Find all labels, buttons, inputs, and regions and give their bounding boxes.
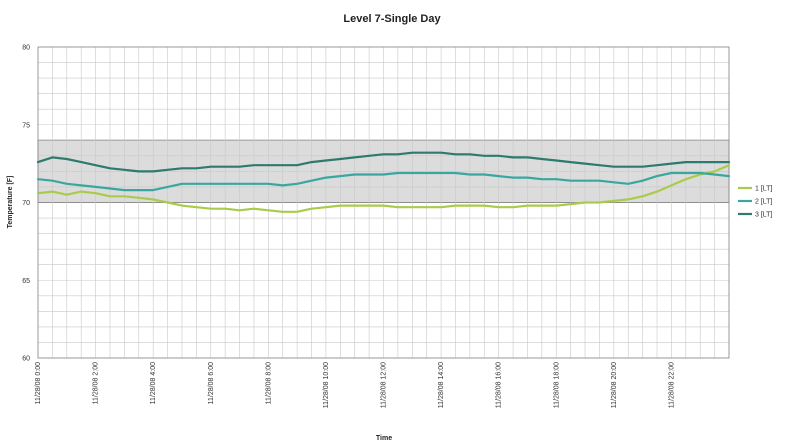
x-tick-labels: 11/28/08 0:00 11/28/08 2:00 11/28/08 4:00 1… <box>35 362 675 408</box>
y-axis-label: Temperature [F] <box>7 176 14 229</box>
x-tick-label: 11/28/08 18:00 <box>553 362 560 408</box>
legend: 1 [LT] 2 [LT] 3 [LT] <box>738 186 772 219</box>
x-tick-label: 11/28/08 4:00 <box>150 362 157 404</box>
legend-label: 1 [LT] <box>755 186 772 193</box>
x-tick-label: 11/28/08 6:00 <box>208 362 215 404</box>
legend-label: 3 [LT] <box>755 212 772 219</box>
x-tick-label: 11/28/08 0:00 <box>35 362 42 404</box>
y-tick-label: 75 <box>22 122 30 129</box>
series-line-3 <box>36 151 731 173</box>
x-tick-label: 11/28/08 16:00 <box>496 362 503 408</box>
x-tick-label: 11/28/08 8:00 <box>265 362 272 404</box>
x-axis-label: Time <box>376 435 392 442</box>
series-line-1 <box>36 164 731 213</box>
y-tick-label: 60 <box>22 356 30 363</box>
x-tick-label: 11/28/08 12:00 <box>381 362 388 408</box>
y-tick-label: 65 <box>22 278 30 285</box>
plot-area-border <box>37 46 730 359</box>
series-layer <box>36 151 731 213</box>
x-tick-label: 11/28/08 14:00 <box>438 362 445 408</box>
x-tick-label: 11/28/08 22:00 <box>668 362 675 408</box>
chart-title: Level 7-Single Day <box>343 13 441 25</box>
legend-label: 2 [LT] <box>755 199 772 206</box>
y-tick-label: 80 <box>22 45 30 52</box>
x-tick-label: 11/28/08 10:00 <box>323 362 330 408</box>
x-tick-label: 11/28/08 20:00 <box>611 362 618 408</box>
x-tick-label: 11/28/08 2:00 <box>93 362 100 404</box>
grid-layer <box>37 46 730 359</box>
y-tick-labels: 80 75 70 65 60 <box>22 45 30 363</box>
series-line-2 <box>36 171 731 192</box>
y-tick-label: 70 <box>22 200 30 207</box>
axes-layer <box>37 46 730 359</box>
